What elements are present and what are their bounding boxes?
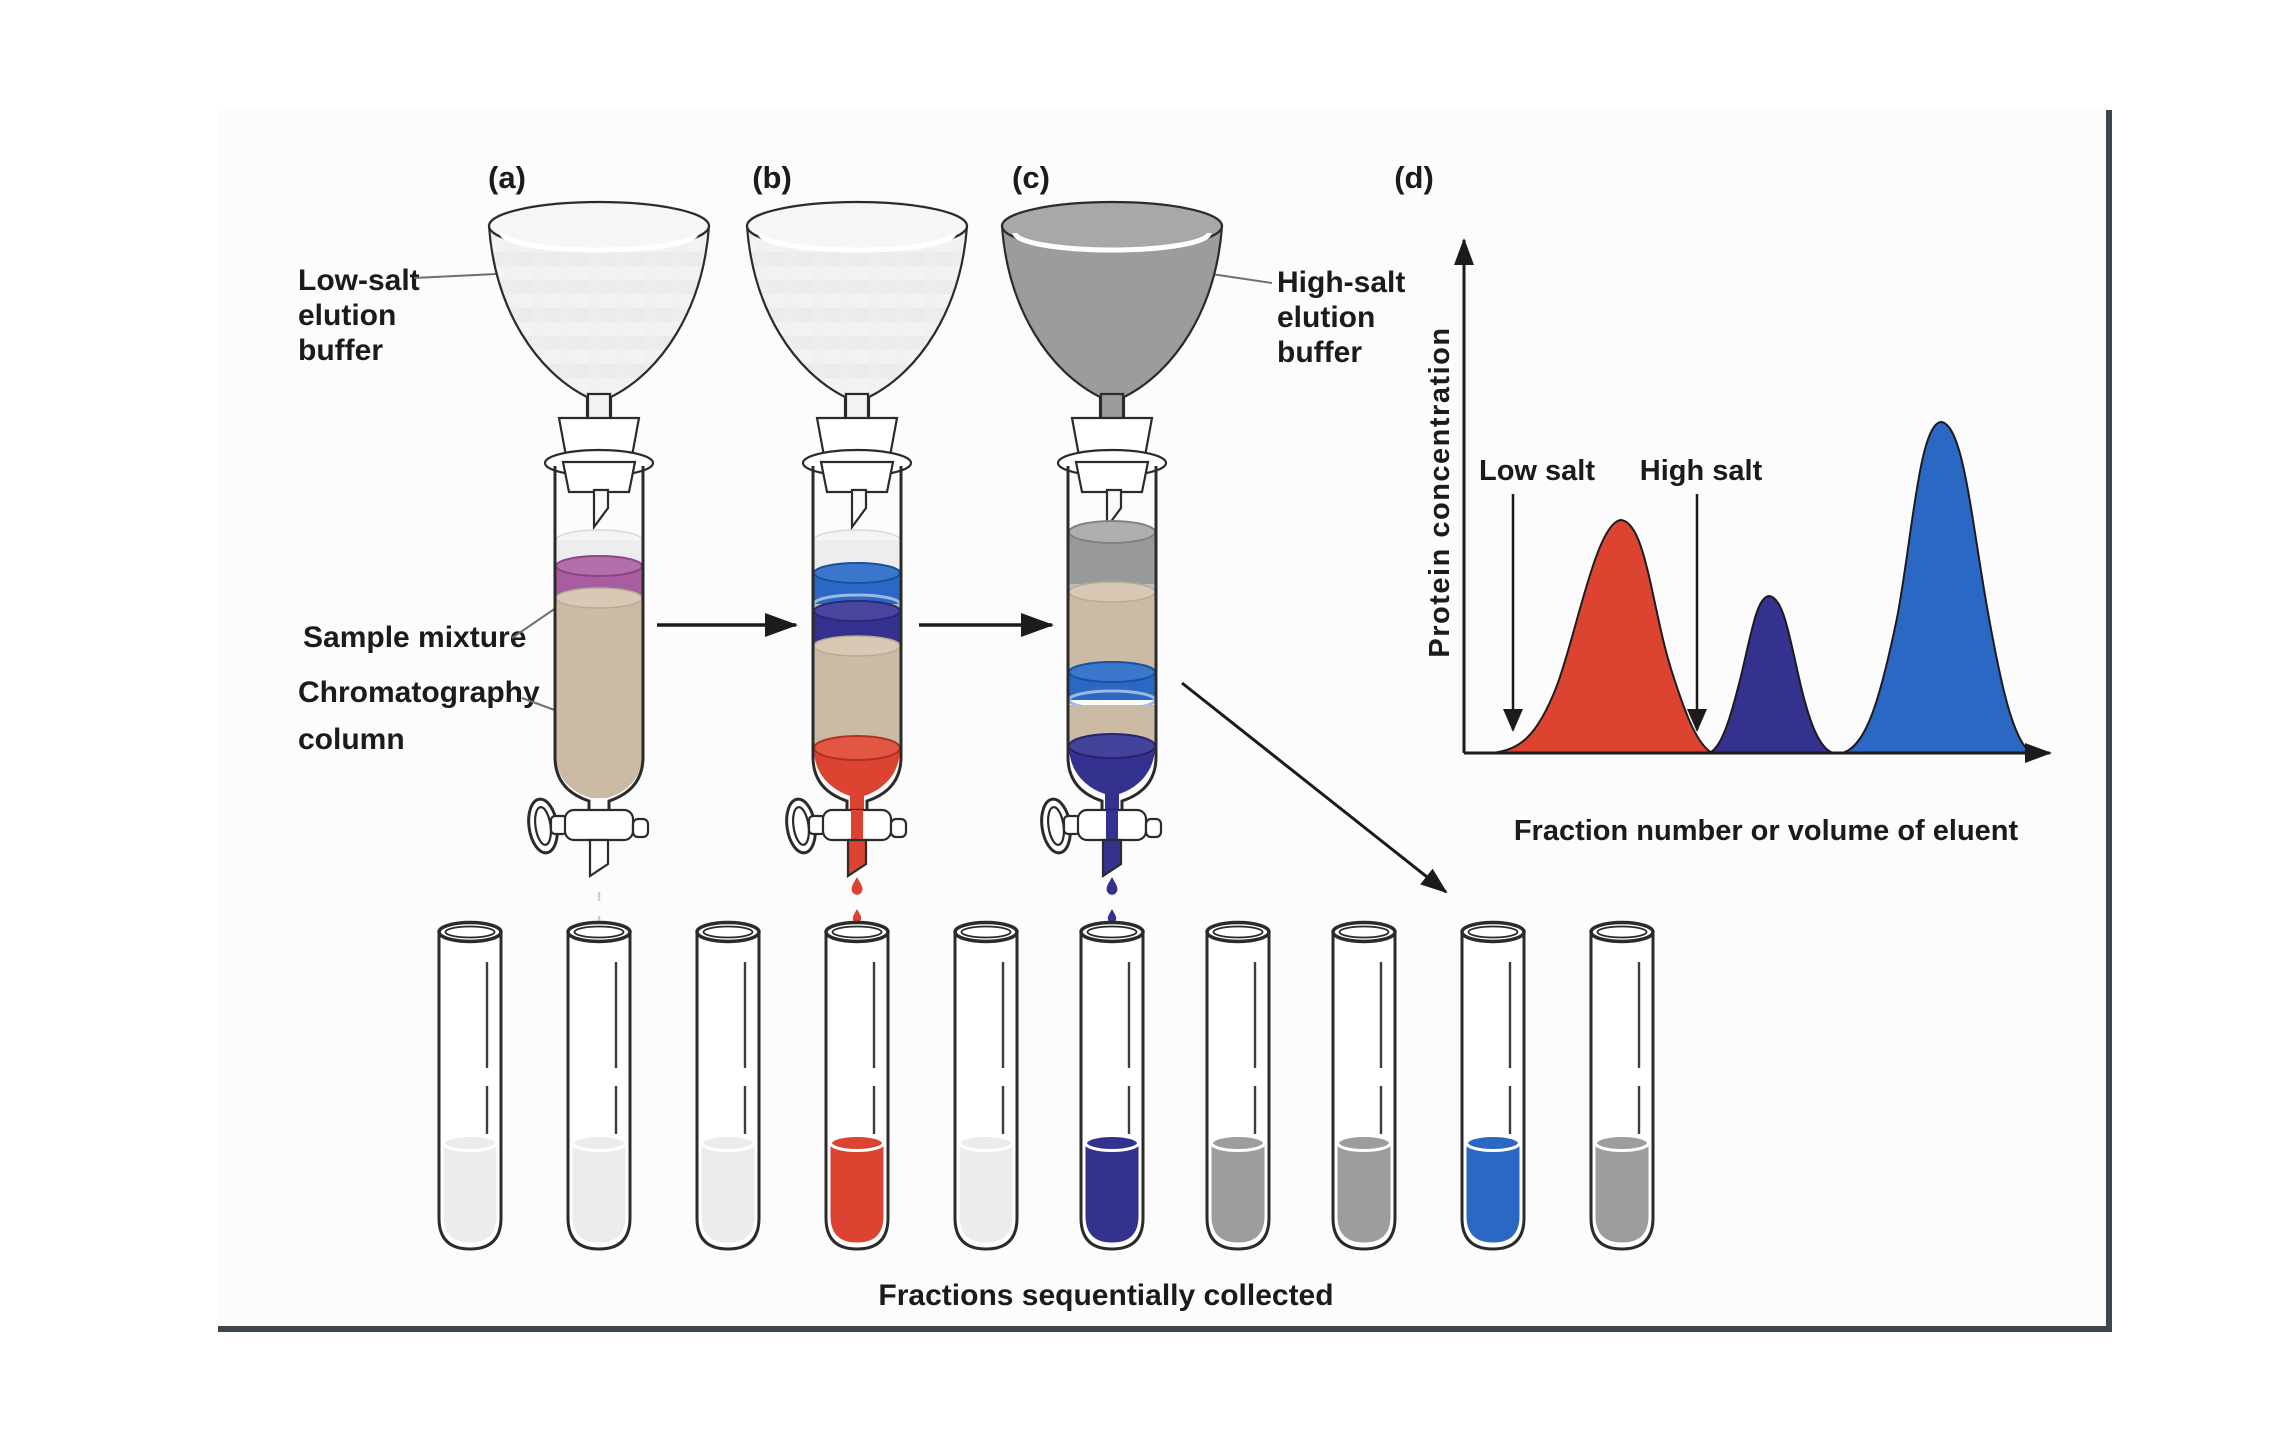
funnel-b-highlight [757, 232, 957, 253]
test-tube-4 [824, 920, 890, 1251]
svg-text:elution: elution [1277, 301, 1375, 334]
cork-b-bung [819, 460, 895, 494]
test-tube-5 [953, 920, 1019, 1251]
resin-c-upper [1069, 592, 1155, 674]
test-tube-3 [695, 920, 761, 1251]
low-salt-marker-label: Low salt [1479, 455, 1595, 487]
svg-text:buffer: buffer [1277, 336, 1362, 369]
column-b [745, 200, 969, 1139]
stopcock-a [527, 797, 650, 855]
cork-b-spout [850, 488, 868, 531]
column-b-glass-right [865, 466, 903, 812]
svg-text:column: column [298, 723, 405, 756]
svg-text:Chromatography: Chromatography [298, 676, 540, 709]
resin-a-top [555, 587, 643, 609]
funnel-c-highlight [1012, 232, 1212, 253]
elution-profile-graph: Low salt High salt Protein concentration… [1424, 238, 2052, 847]
column-a [487, 200, 711, 1128]
test-tube-2 [566, 920, 632, 1251]
column-a-glass-left [553, 466, 591, 812]
x-axis-label: Fraction number or volume of eluent [1514, 815, 2019, 847]
cork-c-spout [1105, 488, 1123, 531]
column-c-glass-right [1120, 466, 1158, 812]
fractions-caption: Fractions sequentially collected [878, 1279, 1333, 1312]
svg-text:Low-salt: Low-salt [298, 264, 420, 297]
outlet-tip-b [846, 838, 868, 879]
peak-navy [1708, 594, 1834, 754]
cork-a-spout [592, 488, 610, 531]
high-salt-buffer-label: High-salt elution buffer [1197, 266, 1405, 369]
stopcock-b-channel [851, 810, 863, 842]
stopcock-a-nub [631, 817, 650, 839]
column-c-glass-left [1066, 466, 1104, 812]
y-axis-label: Protein concentration [1424, 326, 1456, 657]
svg-text:High-salt: High-salt [1277, 266, 1405, 299]
svg-text:Sample mixture: Sample mixture [303, 621, 526, 654]
test-tube-6 [1079, 920, 1145, 1251]
peak-red [1491, 518, 1716, 754]
funnel-a-highlight [499, 232, 699, 253]
stopcock-b [785, 797, 908, 855]
cork-c-bung [1074, 460, 1150, 494]
column-c [1000, 200, 1224, 1139]
collection-arrow [1181, 681, 1448, 894]
panel-label-a: (a) [488, 160, 526, 195]
test-tube-9 [1460, 920, 1526, 1251]
resin-a [556, 598, 642, 798]
panel-label-c: (c) [1012, 160, 1050, 195]
frame-right-border [2106, 110, 2112, 1332]
outlet-tip-a [588, 838, 610, 879]
stopcock-a-body [563, 808, 635, 842]
sample-band-top [555, 555, 643, 577]
outlet-tip-c [1101, 838, 1123, 879]
test-tube-7 [1205, 920, 1271, 1251]
column-a-glass-right [607, 466, 645, 812]
high-salt-marker-label: High salt [1640, 455, 1763, 487]
stopcock-c [1040, 797, 1163, 855]
frame-bottom-border [218, 1326, 2112, 1332]
stopcock-c-channel [1106, 810, 1118, 842]
test-tube-1 [437, 920, 503, 1251]
stopcock-b-nub [889, 817, 908, 839]
stopcock-c-nub [1144, 817, 1163, 839]
cork-a-bung [561, 460, 637, 494]
test-tube-8 [1331, 920, 1397, 1251]
peak-blue [1841, 420, 2035, 754]
svg-text:buffer: buffer [298, 334, 383, 367]
svg-text:elution: elution [298, 299, 396, 332]
panel-label-b: (b) [752, 160, 792, 195]
column-b-glass-left [811, 466, 849, 812]
test-tube-10 [1589, 920, 1655, 1251]
frame [218, 110, 2112, 1332]
panel-label-d: (d) [1394, 160, 1434, 195]
